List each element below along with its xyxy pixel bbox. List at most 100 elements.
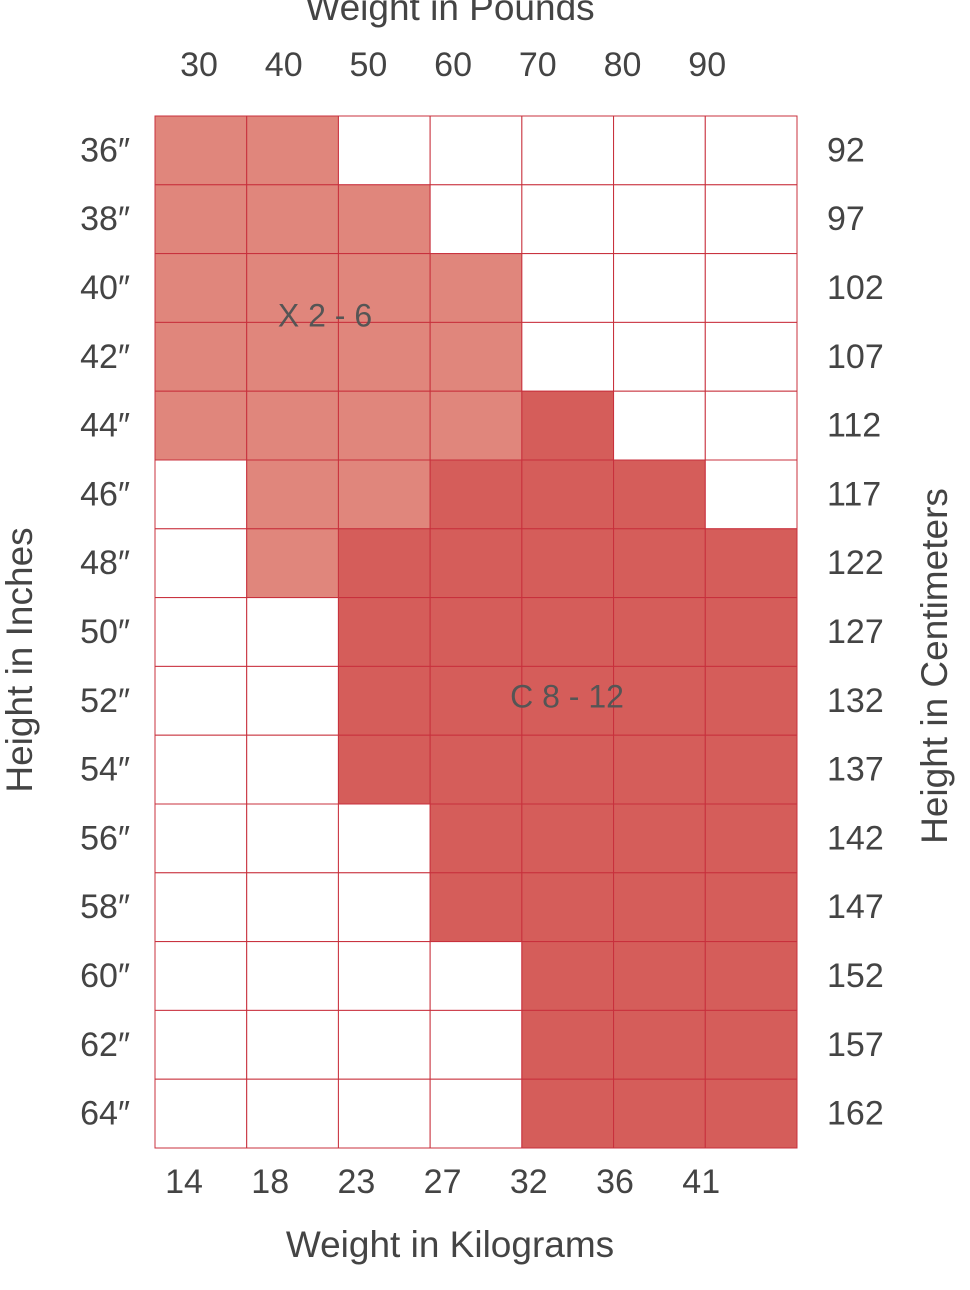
- cell: [613, 253, 706, 323]
- cell: [429, 1078, 523, 1149]
- cell: [704, 115, 798, 186]
- cell: [429, 321, 523, 392]
- cell: [429, 872, 523, 943]
- cell: [429, 528, 523, 599]
- cell: [337, 872, 431, 943]
- top-tick-label: 80: [604, 46, 642, 84]
- cell: [154, 941, 248, 1011]
- cell: [704, 941, 798, 1011]
- cell: [154, 390, 248, 461]
- cell: [337, 321, 431, 392]
- cell: [154, 184, 248, 255]
- cell: [246, 597, 339, 667]
- cell: [613, 803, 706, 874]
- left-tick-label: 42″: [80, 338, 130, 376]
- cell: [337, 390, 431, 461]
- cell: [337, 1009, 431, 1080]
- cell: [613, 941, 706, 1011]
- cell: [704, 253, 798, 323]
- bottom-tick-label: 18: [251, 1163, 289, 1201]
- cell: [613, 1009, 706, 1080]
- right-tick-label: 147: [827, 888, 884, 926]
- left-axis-title: Height in Inches: [0, 527, 40, 792]
- right-tick-label: 97: [827, 200, 865, 238]
- region-label: X 2 - 6: [278, 297, 372, 333]
- region-label: C 8 - 12: [510, 678, 624, 714]
- cell: [246, 1009, 339, 1080]
- cell: [337, 184, 431, 255]
- right-tick-label: 132: [827, 682, 884, 720]
- cell: [613, 597, 706, 667]
- left-tick-label: 48″: [80, 544, 130, 582]
- cell: [704, 1009, 798, 1080]
- cell: [613, 184, 706, 255]
- bottom-tick-label: 36: [596, 1163, 634, 1201]
- bottom-tick-label: 23: [337, 1163, 375, 1201]
- left-tick-label: 36″: [80, 131, 130, 169]
- cell: [613, 872, 706, 943]
- cell: [704, 597, 798, 667]
- top-tick-label: 30: [180, 46, 218, 84]
- right-tick-label: 142: [827, 819, 884, 857]
- cell: [429, 665, 523, 736]
- left-tick-label: 46″: [80, 475, 130, 513]
- cell: [521, 459, 615, 530]
- left-tick-label: 64″: [80, 1095, 130, 1133]
- cell: [337, 665, 431, 736]
- cell: [704, 1078, 798, 1149]
- cell: [429, 941, 523, 1011]
- left-tick-label: 44″: [80, 407, 130, 445]
- cell: [704, 734, 798, 805]
- cell: [704, 390, 798, 461]
- cell: [246, 665, 339, 736]
- cell: [429, 734, 523, 805]
- cell: [246, 734, 339, 805]
- cell: [246, 1078, 339, 1149]
- cell: [613, 1078, 706, 1149]
- cell: [154, 1078, 248, 1149]
- cell: [521, 1009, 615, 1080]
- cell: [246, 253, 339, 323]
- right-tick-label: 122: [827, 544, 884, 582]
- cell: [154, 597, 248, 667]
- cell: [154, 803, 248, 874]
- left-tick-label: 40″: [80, 269, 130, 307]
- top-tick-label: 60: [434, 46, 472, 84]
- cell: [429, 597, 523, 667]
- bottom-tick-label: 14: [165, 1163, 203, 1201]
- cell: [337, 734, 431, 805]
- cell: [246, 459, 339, 530]
- cell: [521, 803, 615, 874]
- bottom-axis-title: Weight in Kilograms: [286, 1224, 614, 1265]
- cell: [337, 253, 431, 323]
- cell: [521, 528, 615, 599]
- cell: [613, 665, 706, 736]
- cell: [613, 115, 706, 186]
- cell: [521, 872, 615, 943]
- bottom-tick-label: 32: [510, 1163, 548, 1201]
- cell: [521, 734, 615, 805]
- cell: [613, 459, 706, 530]
- cell: [154, 528, 248, 599]
- left-tick-label: 56″: [80, 819, 130, 857]
- cell: [337, 941, 431, 1011]
- cell: [704, 528, 798, 599]
- cell: [429, 803, 523, 874]
- cell: [613, 528, 706, 599]
- right-tick-label: 107: [827, 338, 884, 376]
- cell: [521, 321, 615, 392]
- cell: [429, 1009, 523, 1080]
- cell: [613, 734, 706, 805]
- right-tick-label: 157: [827, 1026, 884, 1064]
- cell: [154, 734, 248, 805]
- right-tick-label: 112: [827, 407, 881, 445]
- cell: [704, 665, 798, 736]
- right-tick-label: 117: [827, 475, 881, 513]
- cell: [154, 1009, 248, 1080]
- cell: [704, 184, 798, 255]
- top-tick-label: 70: [519, 46, 557, 84]
- right-tick-label: 137: [827, 751, 884, 789]
- top-axis-title: Weight in Pounds: [305, 0, 594, 28]
- bottom-tick-label: 41: [682, 1163, 720, 1201]
